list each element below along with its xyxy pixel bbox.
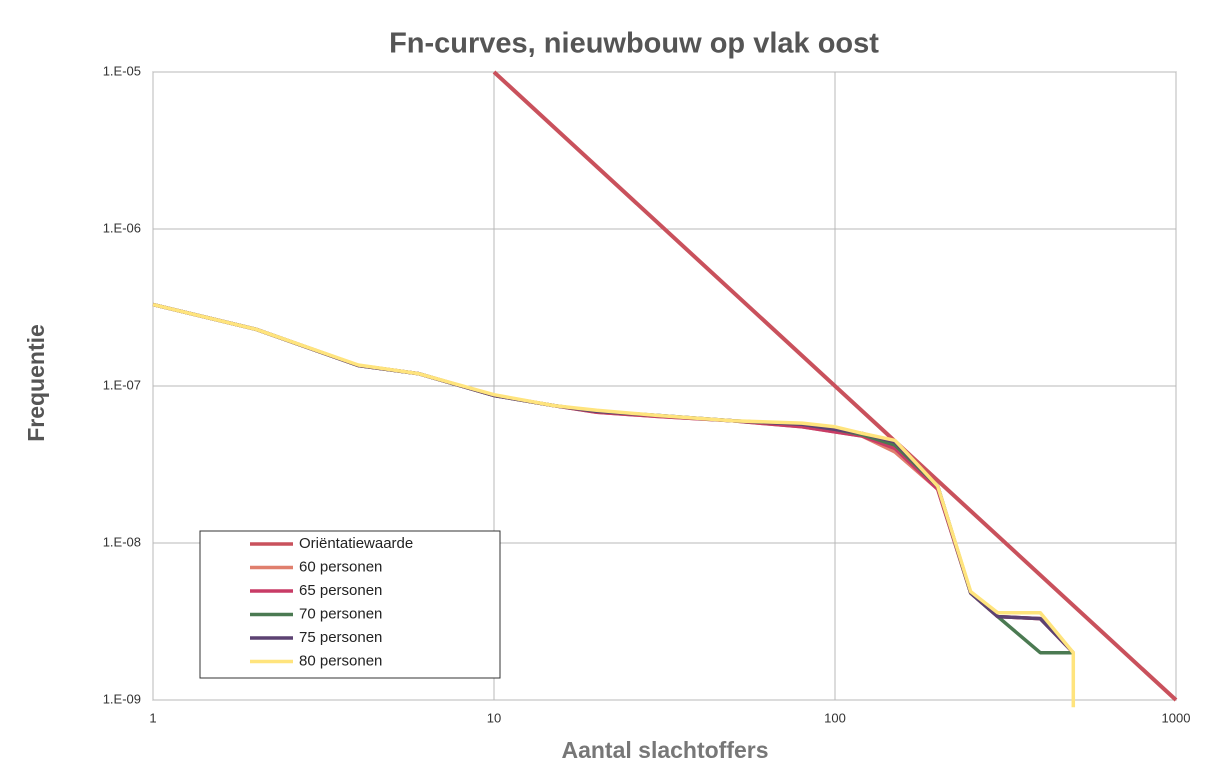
x-tick-label: 100	[824, 710, 846, 725]
legend-label: Oriëntatiewaarde	[299, 535, 413, 552]
series-line	[492, 70, 1178, 702]
legend-label: 60 personen	[299, 558, 382, 575]
legend-label: 80 personen	[299, 652, 382, 669]
x-tick-label: 1	[149, 710, 156, 725]
x-axis-label: Aantal slachtoffers	[561, 737, 768, 763]
y-tick-label: 1.E-05	[103, 63, 141, 78]
y-tick-label: 1.E-06	[103, 220, 141, 235]
y-axis-label: Frequentie	[23, 324, 49, 442]
legend-box	[199, 530, 501, 679]
legend-label: 70 personen	[299, 605, 382, 622]
x-tick-label: 1000	[1162, 710, 1191, 725]
y-tick-label: 1.E-08	[103, 534, 141, 549]
legend-label: 75 personen	[299, 629, 382, 646]
legend-label: 65 personen	[299, 582, 382, 599]
series-line	[152, 302, 1076, 708]
x-tick-label: 10	[487, 710, 501, 725]
y-tick-label: 1.E-09	[103, 691, 141, 706]
chart-title: Fn-curves, nieuwbouw op vlak oost	[389, 28, 879, 60]
y-tick-label: 1.E-07	[103, 377, 141, 392]
